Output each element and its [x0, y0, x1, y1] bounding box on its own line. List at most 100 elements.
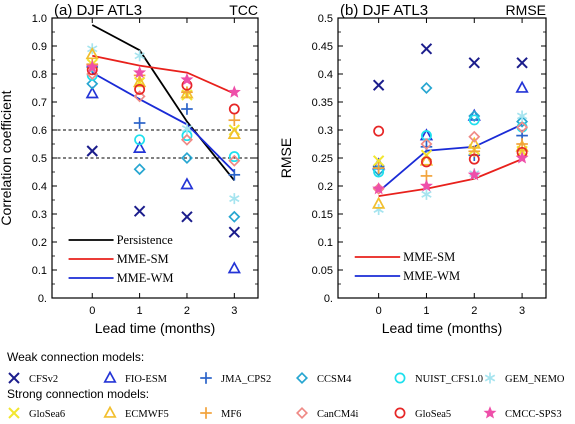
legend-model-fio-esm: FIO-ESM	[125, 374, 168, 385]
point-gem-nemo	[181, 123, 193, 135]
legend-label-mme-sm: MME-SM	[117, 252, 169, 266]
point-ecmwf5	[419, 153, 434, 166]
y-tick-label: 0.05	[312, 265, 333, 277]
y-tick-label: 0.1	[32, 265, 47, 277]
y-axis-label: Correlation coefficient	[0, 90, 14, 225]
point-ccsm4	[420, 81, 433, 95]
y-tick-label: 0.5	[318, 13, 333, 25]
y-tick-label: 0.45	[312, 41, 333, 53]
point-ccsm4	[133, 163, 146, 176]
point-ecmwf5	[85, 47, 99, 60]
y-tick-label: 0.	[324, 293, 333, 305]
point-glosea5	[228, 103, 240, 115]
legend-marker-fio-esm	[103, 370, 117, 383]
y-tick-label: 0.4	[32, 181, 47, 193]
y-tick-label: 0.4	[318, 69, 333, 81]
point-cfsv2	[133, 205, 146, 217]
y-axis-label: RMSE	[278, 138, 294, 178]
panel-corner-label: RMSE	[506, 2, 546, 18]
legend-marker-cfsv2	[8, 372, 20, 384]
legend-marker-cancm4i	[295, 406, 309, 420]
y-tick-label: 0.7	[32, 97, 47, 109]
y-tick-label: 0.35	[312, 97, 333, 109]
y-tick-label: 0.5	[32, 153, 47, 165]
point-jma-cps2	[228, 169, 241, 181]
point-fio-esm	[515, 80, 529, 93]
y-tick-label: 0.	[38, 293, 47, 305]
x-tick-label: 1	[137, 305, 143, 317]
point-ecmwf5	[227, 126, 241, 139]
weak-models-title: Weak connection models:	[7, 350, 144, 364]
point-gem-nemo	[229, 193, 240, 205]
point-ccsm4	[516, 115, 529, 128]
point-ccsm4	[86, 77, 99, 90]
x-axis-label: Lead time (months)	[382, 320, 503, 336]
point-jma-cps2	[420, 141, 433, 153]
point-cancm4i	[180, 133, 193, 146]
legend-marker-nuist-cfs1-0	[394, 372, 406, 384]
legend-marker-glosea6	[8, 407, 20, 419]
series-line-mme-wm	[378, 123, 523, 193]
point-gem-nemo	[516, 110, 528, 122]
legend-marker-mf6	[200, 407, 212, 419]
point-fio-esm	[227, 261, 241, 274]
y-tick-label: 0.9	[32, 41, 47, 53]
point-cfsv2	[228, 226, 241, 238]
point-ecmwf5	[132, 75, 147, 88]
legend-marker-ccsm4	[295, 371, 309, 385]
series-line-mme-sm	[92, 54, 235, 95]
legend-model-glosea5: GloSea5	[415, 409, 451, 420]
legend-model-jma-cps2: JMA_CPS2	[221, 374, 271, 385]
point-cancm4i	[133, 90, 146, 103]
legend-model-cfsv2: CFSv2	[29, 374, 58, 385]
point-cmcc-sps3	[372, 181, 386, 195]
point-cfsv2	[516, 57, 528, 69]
point-cfsv2	[420, 43, 433, 55]
point-cfsv2	[86, 145, 98, 157]
point-cmcc-sps3	[419, 179, 433, 192]
legend-marker-ecmwf5	[103, 405, 117, 418]
point-nuist-cfs1-0	[468, 114, 480, 126]
x-tick-label: 3	[519, 305, 525, 317]
point-mf6	[181, 86, 193, 98]
panel-b-rmse-chart: 0. 0.05 0.1 0.15 0.2 0.25 0.3 0.35 0.4 0.45 0.5 0 1 2…	[278, 2, 547, 336]
legend-label-mme-wm: MME-WM	[403, 269, 460, 283]
point-fio-esm	[132, 140, 147, 153]
y-tick-label: 0.15	[312, 209, 333, 221]
legend-label-persistence: Persistence	[117, 233, 174, 247]
x-tick-label: 2	[471, 305, 477, 317]
point-glosea5	[421, 156, 432, 168]
x-tick-label: 2	[184, 305, 190, 317]
legend-label-mme-wm: MME-WM	[117, 271, 174, 285]
legend-model-cancm4i: CanCM4i	[317, 409, 359, 420]
legend-label-mme-sm: MME-SM	[403, 250, 455, 264]
legend-marker-cmcc-sps3	[483, 406, 497, 419]
point-cfsv2	[181, 211, 193, 223]
y-tick-label: 0.8	[32, 69, 47, 81]
point-ccsm4	[228, 210, 241, 223]
point-cmcc-sps3	[85, 60, 99, 73]
x-tick-label: 3	[231, 305, 237, 317]
point-gem-nemo	[421, 188, 432, 200]
y-tick-label: 0.3	[318, 125, 333, 137]
legend-model-nuist-cfs1-0: NUIST_CFS1.0	[415, 374, 483, 385]
y-tick-label: 0.25	[312, 153, 333, 165]
y-tick-label: 1.0	[32, 13, 47, 25]
x-tick-label: 0	[89, 305, 95, 317]
legend-model-mf6: MF6	[221, 409, 241, 420]
point-glosea5	[134, 83, 146, 95]
strong-models-title: Strong connection models:	[7, 387, 149, 401]
legend-marker-glosea5	[394, 407, 406, 419]
point-fio-esm	[85, 86, 99, 99]
point-cancm4i	[468, 130, 481, 143]
point-cmcc-sps3	[467, 167, 481, 181]
point-cmcc-sps3	[515, 151, 529, 164]
point-ecmwf5	[515, 139, 529, 152]
legend-marker-jma-cps2	[200, 372, 212, 384]
x-axis-label: Lead time (months)	[95, 320, 216, 336]
x-tick-label: 0	[376, 305, 382, 317]
point-mf6	[372, 162, 385, 174]
panel-title: (a) DJF ATL3	[54, 2, 142, 19]
y-tick-label: 0.1	[318, 237, 333, 249]
point-jma-cps2	[133, 117, 146, 129]
